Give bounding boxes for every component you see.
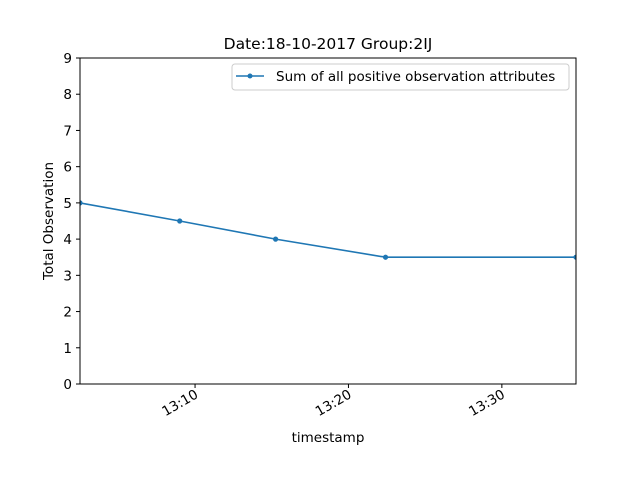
data-point [80,200,83,206]
x-tick-label: 13:30 [466,387,508,420]
legend-box [231,63,570,91]
y-axis-label: Total Observation [41,162,57,281]
y-tick-label: 9 [63,51,72,67]
series-line [80,202,576,259]
data-point [177,218,183,224]
y-tick-label: 4 [63,232,72,248]
plot-area [80,200,576,260]
legend-entry-label: Sum of all positive observation attribut… [276,69,555,85]
series-group [80,200,576,260]
x-axis-label: timestamp [292,430,365,446]
y-tick-label: 8 [63,87,72,103]
x-tick-label: 13:20 [313,387,355,420]
y-tick-label: 3 [63,268,72,284]
y-tick-label: 1 [63,341,72,357]
y-tick-label: 0 [63,377,72,393]
data-point [272,236,279,242]
x-tick-label: 13:10 [159,387,201,420]
y-tick-label: 7 [63,123,72,139]
data-point [382,254,389,260]
chart-title: Date:18-10-2017 Group:2IJ [224,35,433,53]
y-axis: 0 1 2 3 4 5 6 7 8 9 [63,51,80,393]
y-tick-label: 2 [63,305,72,321]
y-tick-label: 5 [63,196,72,212]
x-axis: 13:10 13:20 13:30 [159,384,508,420]
data-point [573,254,576,260]
legend-point-marker [247,73,253,79]
plot-frame [79,57,577,385]
legend: Sum of all positive observation attribut… [231,63,570,91]
y-tick-label: 6 [63,160,72,176]
